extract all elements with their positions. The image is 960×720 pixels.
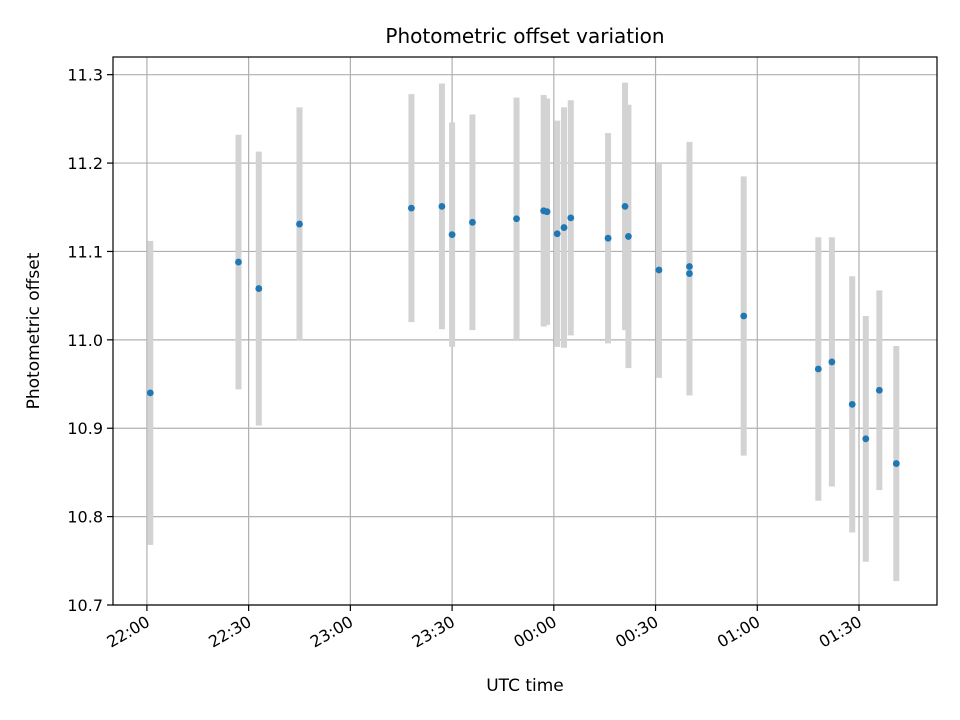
y-tick-label: 11.2 bbox=[67, 154, 103, 173]
data-point bbox=[686, 270, 693, 277]
data-point bbox=[255, 285, 263, 292]
chart-title: Photometric offset variation bbox=[385, 24, 664, 48]
x-axis-label: UTC time bbox=[486, 676, 564, 696]
y-tick-label: 11.0 bbox=[67, 331, 103, 350]
data-point bbox=[621, 202, 629, 210]
data-point bbox=[604, 234, 612, 242]
data-point bbox=[740, 312, 748, 320]
data-point bbox=[814, 365, 822, 373]
y-tick-label: 11.1 bbox=[67, 242, 103, 261]
data-point bbox=[146, 389, 154, 397]
data-point bbox=[892, 460, 900, 467]
y-tick-label: 10.7 bbox=[67, 596, 103, 615]
data-point bbox=[560, 224, 568, 231]
data-point bbox=[438, 202, 446, 210]
data-point bbox=[567, 214, 575, 222]
data-point bbox=[875, 386, 883, 394]
data-point bbox=[513, 215, 520, 223]
plot-area bbox=[113, 57, 937, 605]
y-tick-label: 10.9 bbox=[67, 419, 103, 438]
data-point bbox=[655, 266, 663, 274]
data-points bbox=[146, 202, 900, 467]
data-point bbox=[848, 400, 856, 408]
y-axis-label: Photometric offset bbox=[24, 252, 44, 409]
data-point bbox=[686, 263, 693, 270]
data-point bbox=[296, 220, 303, 228]
data-point bbox=[625, 233, 632, 240]
data-point bbox=[408, 204, 415, 212]
y-tick-label: 10.8 bbox=[67, 508, 103, 527]
data-point bbox=[235, 258, 242, 266]
plot-frame bbox=[112, 56, 938, 606]
data-point bbox=[553, 230, 561, 238]
data-point bbox=[448, 231, 456, 239]
data-point bbox=[543, 208, 551, 216]
data-point bbox=[469, 218, 476, 226]
data-point bbox=[862, 435, 870, 443]
data-point bbox=[828, 358, 836, 366]
y-axis: 10.7 10.8 10.9 11.0 11.1 11.2 11.3 bbox=[67, 66, 113, 615]
y-tick-label: 11.3 bbox=[67, 66, 103, 85]
